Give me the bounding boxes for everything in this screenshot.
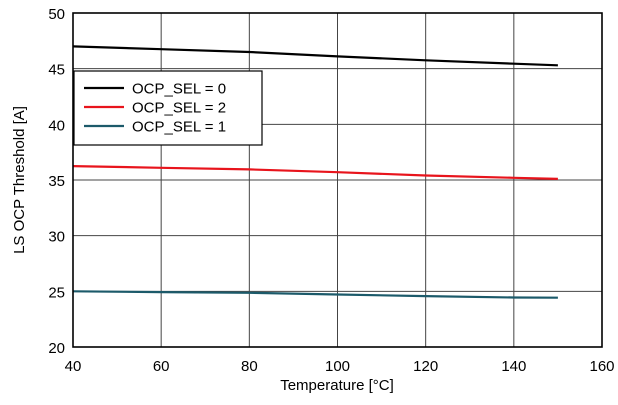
legend-entry-label: OCP_SEL = 1: [132, 119, 226, 136]
x-tick-label: 40: [65, 358, 82, 375]
series-line: [72, 45, 558, 67]
x-tick-label: 60: [153, 358, 170, 375]
legend-entry-label: OCP_SEL = 0: [132, 81, 226, 98]
series-line: [72, 165, 558, 180]
legend: OCP_SEL = 0 OCP_SEL = 2 OCP_SEL = 1: [73, 70, 263, 146]
plot-frame: [72, 12, 603, 348]
y-tick-label: 45: [48, 62, 65, 79]
x-tick-label: 120: [413, 358, 438, 375]
y-tick-label: 50: [48, 6, 65, 23]
x-axis-label: Temperature [°C]: [280, 377, 394, 394]
x-tick-label: 160: [589, 358, 614, 375]
y-tick-label: 30: [48, 229, 65, 246]
y-axis-label: LS OCP Threshold [A]: [11, 106, 28, 254]
y-tick-label: 20: [48, 340, 65, 357]
y-tick-label: 35: [48, 173, 65, 190]
series-lines: [72, 45, 558, 299]
y-tick-label: 40: [48, 117, 65, 134]
legend-entry-label: OCP_SEL = 2: [132, 100, 226, 117]
x-tick-labels: 40 60 80 100 120 140 160: [65, 358, 615, 375]
y-tick-label: 25: [48, 284, 65, 301]
y-tick-labels: 20 25 30 35 40 45 50: [48, 6, 65, 357]
series-line: [72, 290, 558, 299]
x-tick-label: 80: [241, 358, 258, 375]
x-tick-label: 100: [325, 358, 350, 375]
x-tick-label: 140: [501, 358, 526, 375]
